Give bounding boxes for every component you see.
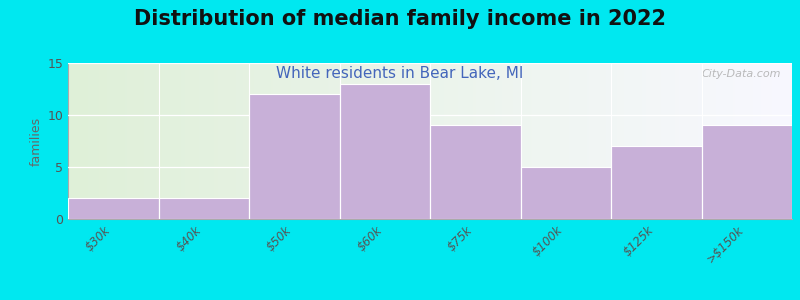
Bar (430, 125, 521, 219)
Text: Distribution of median family income in 2022: Distribution of median family income in … (134, 9, 666, 29)
Text: City-Data.com: City-Data.com (702, 69, 781, 79)
Bar (702, 125, 792, 219)
Bar (68, 198, 158, 219)
Bar (158, 198, 249, 219)
Text: White residents in Bear Lake, MI: White residents in Bear Lake, MI (276, 66, 524, 81)
Bar (339, 84, 430, 219)
Bar (611, 146, 702, 219)
Bar (249, 94, 339, 219)
Y-axis label: families: families (30, 116, 43, 166)
Bar (521, 167, 611, 219)
